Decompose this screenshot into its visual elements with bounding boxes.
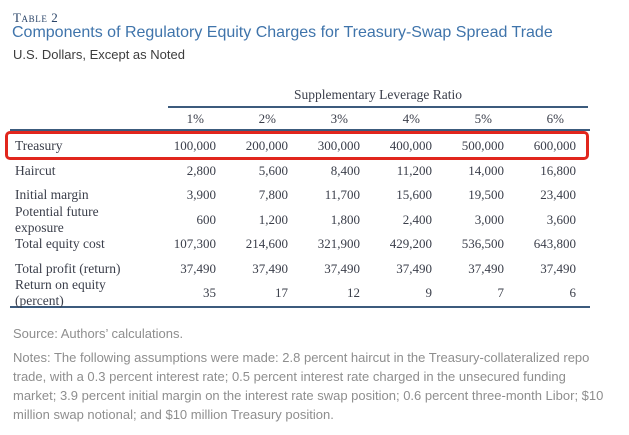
column-group-header: Supplementary Leverage Ratio xyxy=(168,86,588,108)
column-header-1pct: 1% xyxy=(186,110,204,126)
table-row-return-on-equity: Return on equity (percent) 35 17 12 9 7 … xyxy=(10,277,590,308)
cell: 19,500 xyxy=(468,187,504,203)
cell: 37,490 xyxy=(324,260,360,276)
table-row-haircut: Haircut 2,800 5,600 8,400 11,200 14,000 … xyxy=(10,159,590,184)
cell: 100,000 xyxy=(173,138,216,154)
cell: 35 xyxy=(203,285,216,301)
cell: 3,900 xyxy=(186,187,216,203)
column-header-2pct: 2% xyxy=(258,110,276,126)
cell: 400,000 xyxy=(389,138,432,154)
column-header-row: 1% 2% 3% 4% 5% 6% xyxy=(10,108,590,129)
assumptions-notes: Notes: The following assumptions were ma… xyxy=(13,350,604,422)
column-header-5pct: 5% xyxy=(474,110,492,126)
cell: 8,400 xyxy=(330,162,360,178)
cell: 2,400 xyxy=(402,211,432,227)
row-label: Potential future exposure xyxy=(15,203,99,235)
regulatory-equity-table: Supplementary Leverage Ratio 1% 2% 3% 4%… xyxy=(10,86,590,308)
table-row-total-profit: Total profit (return) 37,490 37,490 37,4… xyxy=(10,257,590,282)
column-header-4pct: 4% xyxy=(402,110,420,126)
cell: 600,000 xyxy=(533,138,576,154)
cell: 11,200 xyxy=(396,162,432,178)
cell: 37,490 xyxy=(180,260,216,276)
row-label: Treasury xyxy=(15,138,63,154)
cell: 17 xyxy=(275,285,288,301)
cell: 37,490 xyxy=(396,260,432,276)
row-label: Initial margin xyxy=(15,187,89,203)
column-header-3pct: 3% xyxy=(330,110,348,126)
cell: 37,490 xyxy=(468,260,504,276)
cell: 5,600 xyxy=(258,162,288,178)
cell: 16,800 xyxy=(540,162,576,178)
table-title: Components of Regulatory Equity Charges … xyxy=(12,24,553,41)
cell: 107,300 xyxy=(173,236,216,252)
cell: 37,490 xyxy=(252,260,288,276)
source-note: Source: Authors’ calculations. xyxy=(13,326,184,341)
cell: 2,800 xyxy=(186,162,216,178)
table-subtitle: U.S. Dollars, Except as Noted xyxy=(13,47,185,62)
cell: 9 xyxy=(425,285,433,301)
cell: 6 xyxy=(569,285,577,301)
cell: 37,490 xyxy=(540,260,576,276)
cell: 214,600 xyxy=(245,236,288,252)
cell: 14,000 xyxy=(468,162,504,178)
cell: 643,800 xyxy=(533,236,576,252)
cell: 1,800 xyxy=(330,211,360,227)
cell: 429,200 xyxy=(389,236,432,252)
row-label: Haircut xyxy=(15,162,56,178)
cell: 300,000 xyxy=(317,138,360,154)
cell: 600 xyxy=(196,211,217,227)
table-row-total-equity-cost: Total equity cost 107,300 214,600 321,90… xyxy=(10,232,590,257)
row-label: Total profit (return) xyxy=(15,260,121,276)
cell: 321,900 xyxy=(317,236,360,252)
table-row-initial-margin: Initial margin 3,900 7,800 11,700 15,600… xyxy=(10,183,590,208)
cell: 500,000 xyxy=(461,138,504,154)
cell: 3,000 xyxy=(474,211,504,227)
cell: 23,400 xyxy=(540,187,576,203)
cell: 7,800 xyxy=(258,187,288,203)
cell: 15,600 xyxy=(396,187,432,203)
table-row-potential-future-exposure: Potential future exposure 600 1,200 1,80… xyxy=(10,204,590,235)
cell: 11,700 xyxy=(324,187,360,203)
cell: 7 xyxy=(497,285,505,301)
table-row-treasury: Treasury 100,000 200,000 300,000 400,000… xyxy=(10,134,590,159)
table-number-label: Table 2 xyxy=(13,10,59,25)
cell: 1,200 xyxy=(258,211,288,227)
cell: 200,000 xyxy=(245,138,288,154)
table-top-rule xyxy=(10,129,590,131)
row-label: Return on equity (percent) xyxy=(15,277,106,309)
row-label: Total equity cost xyxy=(15,236,105,252)
cell: 12 xyxy=(347,285,360,301)
cell: 3,600 xyxy=(546,211,576,227)
cell: 536,500 xyxy=(461,236,504,252)
table-body: Treasury 100,000 200,000 300,000 400,000… xyxy=(10,131,590,308)
column-header-6pct: 6% xyxy=(546,110,564,126)
